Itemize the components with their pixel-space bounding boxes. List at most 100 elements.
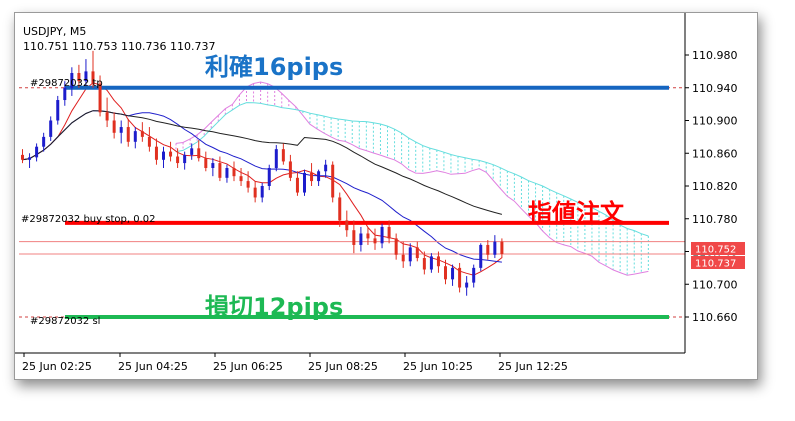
candle xyxy=(140,122,144,142)
candle-body xyxy=(70,73,74,88)
candle-body xyxy=(91,71,95,84)
candle-body xyxy=(98,83,102,113)
candle xyxy=(28,153,32,168)
candle-body xyxy=(225,167,229,178)
candle xyxy=(260,182,264,203)
candle-body xyxy=(429,256,433,270)
candle-body xyxy=(260,186,264,198)
candle xyxy=(119,120,123,144)
candle xyxy=(366,226,370,245)
candle xyxy=(176,148,180,168)
price-tick-label: 110.900 xyxy=(692,115,738,128)
candle xyxy=(281,143,285,165)
candle-body xyxy=(112,120,116,133)
candle-body xyxy=(444,266,447,280)
candle-body xyxy=(345,220,349,231)
moving-averages xyxy=(22,82,503,276)
time-tick-label: 25 Jun 04:25 xyxy=(118,360,188,373)
candle xyxy=(63,81,67,106)
price-tag-upper-text: 110.752 xyxy=(695,245,736,256)
candles xyxy=(21,50,504,296)
candle xyxy=(197,140,201,162)
candle xyxy=(274,145,278,172)
candle xyxy=(77,64,81,88)
candle xyxy=(472,264,476,288)
candle xyxy=(154,138,158,165)
candle xyxy=(444,259,447,285)
candle-body xyxy=(295,177,299,193)
ichimoku-cloud xyxy=(175,81,649,276)
candle-body xyxy=(28,157,32,160)
candle xyxy=(373,228,377,250)
candle xyxy=(324,159,328,178)
candle xyxy=(380,223,384,249)
candle xyxy=(317,169,321,186)
candle-body xyxy=(218,163,222,178)
candle xyxy=(394,233,398,260)
time-tick-label: 25 Jun 02:25 xyxy=(22,360,92,373)
candle-body xyxy=(162,151,165,160)
entry-order-annotation: 指値注文 xyxy=(528,199,625,227)
price-tick-label: 110.820 xyxy=(692,180,738,193)
price-axis[interactable]: 110.980 110.940 110.900 110.860 110.820 110.7… xyxy=(684,13,738,353)
candle xyxy=(133,127,137,149)
candle xyxy=(49,116,53,141)
candle-body xyxy=(253,187,257,198)
candle xyxy=(232,161,236,182)
candle xyxy=(204,151,208,172)
candle xyxy=(401,241,405,268)
candle-body xyxy=(147,136,151,147)
cloud-span-b xyxy=(175,102,649,237)
candle-body xyxy=(84,71,88,82)
candle xyxy=(70,67,74,96)
price-tick-label: 110.940 xyxy=(692,82,738,95)
sl-order-label: #29872032 sl xyxy=(30,316,100,327)
time-axis[interactable]: 25 Jun 02:25 25 Jun 04:25 25 Jun 06:25 25 J… xyxy=(15,352,685,373)
candle-body xyxy=(310,172,314,182)
price-tick-label: 110.980 xyxy=(692,49,738,62)
candle xyxy=(218,156,222,182)
time-tick-label: 25 Jun 10:25 xyxy=(403,360,473,373)
slow-moving-average xyxy=(22,110,503,215)
candle-body xyxy=(211,163,215,168)
price-tag-upper xyxy=(691,242,745,255)
order-levels xyxy=(19,85,685,319)
symbol-title: USDJPY, M5 xyxy=(23,25,86,38)
candle-body xyxy=(288,161,292,178)
cloud-span-a xyxy=(175,81,649,276)
candle-body xyxy=(317,171,321,182)
candle-body xyxy=(42,136,46,147)
candle xyxy=(35,143,39,162)
candle-body xyxy=(359,233,363,245)
candle xyxy=(147,127,151,152)
candle-body xyxy=(246,181,250,188)
candle-body xyxy=(232,167,236,177)
candle xyxy=(225,164,229,183)
candle xyxy=(84,59,88,87)
candle-body xyxy=(267,167,271,186)
candle-body xyxy=(154,146,158,160)
candle xyxy=(359,226,363,252)
price-tag-lower-text: 110.737 xyxy=(695,259,736,270)
candle xyxy=(56,95,60,125)
candle xyxy=(486,240,490,260)
candle-body xyxy=(77,73,81,82)
candle xyxy=(169,141,173,162)
candle xyxy=(105,97,109,128)
candle-body xyxy=(352,230,356,245)
candle-body xyxy=(387,226,391,239)
candle-body xyxy=(281,149,285,162)
chart-window[interactable]: USDJPY, M5 110.751 110.753 110.736 110.7… xyxy=(14,12,758,380)
candle-body xyxy=(197,148,201,159)
price-chart[interactable]: USDJPY, M5 110.751 110.753 110.736 110.7… xyxy=(15,13,757,379)
entry-order-label: #29872032 buy stop, 0.02 xyxy=(21,214,155,225)
candle-body xyxy=(338,197,342,221)
candle-body xyxy=(21,154,24,160)
ohlc-readout: 110.751 110.753 110.736 110.737 xyxy=(23,40,215,53)
candle xyxy=(415,241,419,262)
price-tick-label: 110.860 xyxy=(692,147,738,160)
candle-body xyxy=(451,267,455,280)
candle-body xyxy=(169,151,173,157)
candle xyxy=(338,192,342,227)
candle-body xyxy=(493,241,497,255)
